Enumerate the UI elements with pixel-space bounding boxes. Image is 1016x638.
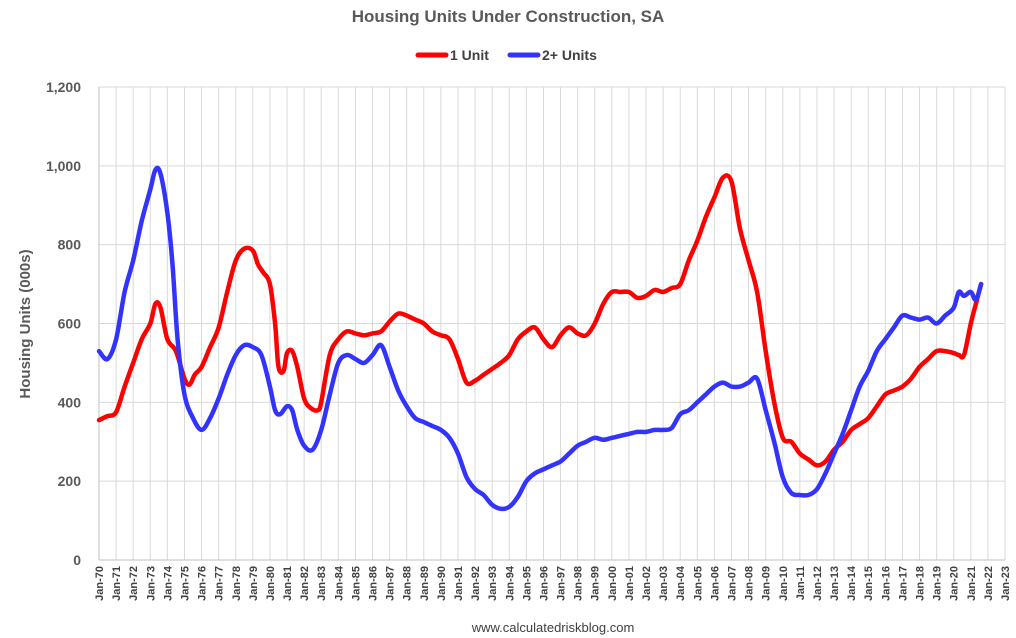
x-tick-label: Jan-12 [812,566,824,601]
x-tick-label: Jan-94 [504,565,516,601]
x-tick-label: Jan-19 [932,566,944,601]
x-tick-label: Jan-90 [436,566,448,601]
legend-label-1-unit: 1 Unit [450,47,489,63]
x-tick-label: Jan-05 [692,566,704,601]
x-tick-label: Jan-93 [487,566,499,601]
x-tick-label: Jan-07 [726,566,738,601]
x-tick-label: Jan-95 [521,566,533,601]
x-tick-label: Jan-78 [231,566,243,601]
x-tick-label: Jan-20 [949,566,961,601]
x-tick-label: Jan-79 [248,566,260,601]
x-tick-label: Jan-10 [778,566,790,601]
y-tick-label: 200 [58,473,82,489]
x-tick-label: Jan-87 [385,566,397,601]
x-tick-label: Jan-22 [983,566,995,601]
x-tick-label: Jan-85 [350,566,362,601]
x-tick-label: Jan-21 [966,566,978,601]
x-tick-label: Jan-98 [573,566,585,601]
x-tick-label: Jan-75 [179,566,191,601]
x-tick-label: Jan-96 [538,566,550,601]
chart-title: Housing Units Under Construction, SA [352,7,665,26]
y-tick-label: 800 [58,237,82,253]
x-tick-label: Jan-04 [675,565,687,601]
x-tick-label: Jan-18 [915,566,927,601]
x-tick-label: Jan-13 [829,566,841,601]
series-line-2-units [96,165,984,512]
x-tick-label: Jan-15 [863,566,875,601]
x-tick-label: Jan-83 [316,566,328,601]
legend: 1 Unit 2+ Units [415,47,597,63]
y-axis: 0 200 400 600 800 1,000 1,200 [46,79,81,568]
x-axis: Jan-70 Jan-71 Jan-72 Jan-73 Jan-74 Jan-75 Jan-… [94,565,1012,601]
x-tick-label: Jan-17 [897,566,909,601]
grid [98,86,1006,561]
x-tick-label: Jan-74 [162,565,174,601]
x-tick-label: Jan-99 [590,566,602,601]
x-tick-label: Jan-16 [880,566,892,601]
x-tick-label: Jan-14 [846,565,858,601]
x-tick-label: Jan-08 [744,566,756,601]
x-tick-label: Jan-88 [402,566,414,601]
x-tick-label: Jan-92 [470,566,482,601]
y-tick-label: 1,200 [46,79,81,95]
x-tick-label: Jan-72 [128,566,140,601]
source-credit: www.calculatedriskblog.com [471,620,635,635]
x-tick-label: Jan-09 [761,566,773,601]
x-tick-label: Jan-01 [624,566,636,601]
x-tick-label: Jan-77 [214,566,226,601]
x-tick-label: Jan-97 [556,566,568,601]
x-tick-label: Jan-84 [333,565,345,601]
legend-label-2-units: 2+ Units [542,47,597,63]
y-tick-label: 0 [73,552,81,568]
y-tick-label: 1,000 [46,158,81,174]
y-tick-label: 600 [58,316,82,332]
x-tick-label: Jan-00 [607,566,619,601]
x-tick-label: Jan-91 [453,566,465,601]
series-lines [96,165,984,512]
x-tick-label: Jan-11 [795,566,807,600]
x-tick-label: Jan-89 [419,566,431,601]
x-tick-label: Jan-81 [282,566,294,601]
x-tick-label: Jan-73 [145,566,157,601]
x-tick-label: Jan-02 [641,566,653,601]
x-tick-label: Jan-71 [111,566,123,601]
y-axis-label: Housing Units (000s) [17,249,34,398]
x-tick-label: Jan-06 [709,566,721,601]
x-tick-label: Jan-82 [299,566,311,601]
y-tick-label: 400 [58,394,82,410]
x-tick-label: Jan-80 [265,566,277,601]
x-tick-label: Jan-70 [94,566,106,601]
x-tick-label: Jan-76 [197,566,209,601]
x-tick-label: Jan-23 [1000,566,1012,601]
x-tick-label: Jan-86 [368,566,380,601]
x-tick-label: Jan-03 [658,566,670,601]
